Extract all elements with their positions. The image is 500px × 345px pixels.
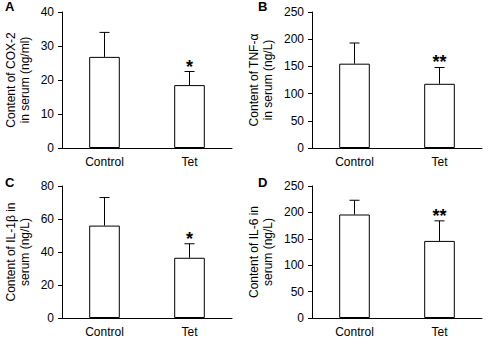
svg-text:150: 150 (284, 232, 304, 246)
svg-text:Content of TNF-α: Content of TNF-α (247, 34, 261, 127)
svg-text:0: 0 (297, 311, 304, 325)
svg-text:80: 80 (41, 179, 55, 193)
svg-text:0: 0 (47, 141, 54, 155)
svg-text:40: 40 (41, 245, 55, 259)
svg-text:B: B (258, 0, 267, 14)
svg-text:10: 10 (41, 107, 55, 121)
svg-text:Content of COX-2: Content of COX-2 (4, 32, 18, 128)
svg-text:Content of IL-6 in: Content of IL-6 in (247, 206, 261, 298)
svg-text:150: 150 (284, 59, 304, 73)
svg-text:Control: Control (85, 325, 124, 339)
svg-text:60: 60 (41, 212, 55, 226)
svg-text:Tet: Tet (431, 325, 448, 339)
svg-text:40: 40 (41, 5, 55, 19)
svg-text:20: 20 (41, 278, 55, 292)
svg-text:Content of IL-1β in: Content of IL-1β in (4, 203, 18, 302)
svg-text:Control: Control (335, 325, 374, 339)
svg-text:*: * (186, 57, 193, 77)
svg-text:Control: Control (335, 155, 374, 169)
svg-text:200: 200 (284, 205, 304, 219)
svg-text:250: 250 (284, 179, 304, 193)
svg-text:*: * (186, 229, 193, 249)
svg-text:Control: Control (85, 155, 124, 169)
svg-text:Tet: Tet (181, 325, 198, 339)
svg-text:A: A (5, 0, 15, 14)
svg-text:D: D (258, 175, 267, 190)
svg-text:0: 0 (297, 141, 304, 155)
svg-text:in serum (ng/L): in serum (ng/L) (261, 40, 275, 121)
svg-text:C: C (5, 175, 15, 190)
svg-text:50: 50 (291, 114, 305, 128)
svg-text:200: 200 (284, 32, 304, 46)
svg-text:**: ** (432, 52, 446, 72)
svg-text:**: ** (432, 206, 446, 226)
svg-text:20: 20 (41, 73, 55, 87)
svg-text:30: 30 (41, 39, 55, 53)
svg-text:Tet: Tet (431, 155, 448, 169)
svg-text:in serum (ng/ml): in serum (ng/ml) (18, 37, 32, 124)
svg-text:100: 100 (284, 87, 304, 101)
svg-text:serum (ng/L): serum (ng/L) (18, 218, 32, 286)
svg-text:Tet: Tet (181, 155, 198, 169)
svg-text:50: 50 (291, 285, 305, 299)
svg-text:0: 0 (47, 311, 54, 325)
svg-text:serum (ng/L): serum (ng/L) (261, 218, 275, 286)
svg-text:100: 100 (284, 258, 304, 272)
svg-text:250: 250 (284, 5, 304, 19)
